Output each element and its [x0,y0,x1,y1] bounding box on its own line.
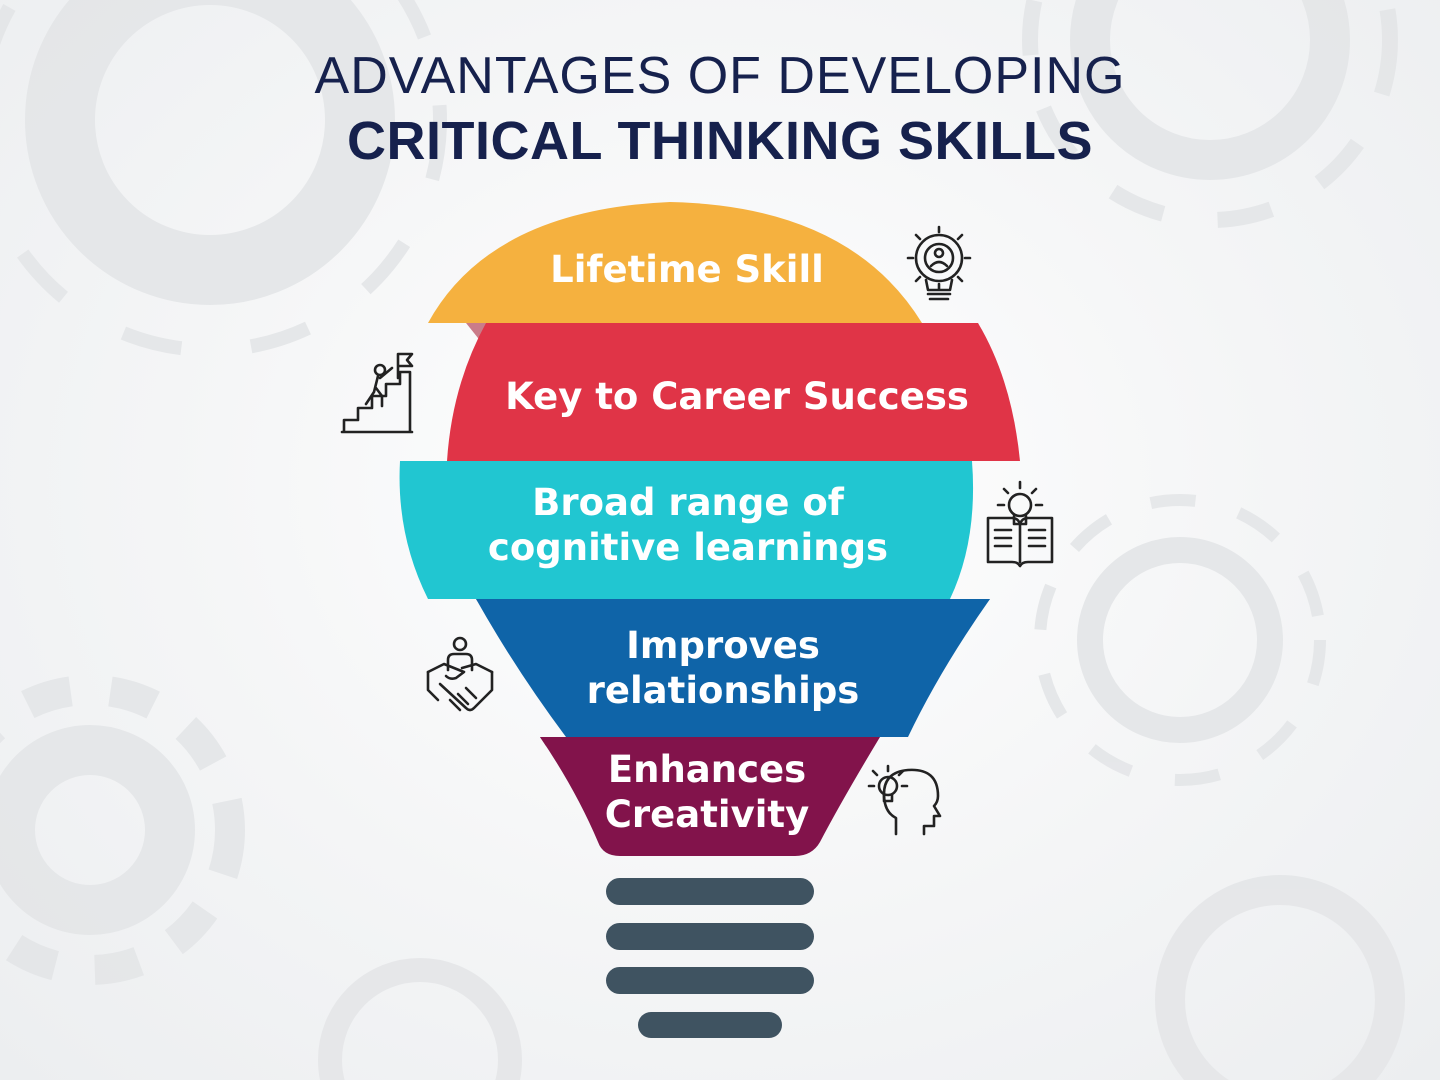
base-bar [606,923,814,950]
gear-icon [318,958,522,1080]
climbing-stairs-flag-icon [340,352,414,434]
gear-icon [1022,0,1398,228]
band-label-improves-relationships: Improves relationships [586,624,860,713]
head-lightbulb-icon [867,764,942,836]
handshake-icon [426,636,494,712]
band-label-key-to-career-success: Key to Career Success [505,375,969,418]
base-bar [638,1012,782,1038]
book-lightbulb-icon [986,480,1054,568]
bulb-base [606,878,814,1038]
gear-icon [0,0,447,357]
base-bar [606,967,814,994]
background-gears [0,0,1405,1080]
title-line1: ADVANTAGES OF DEVELOPING [314,47,1126,105]
band-label-enhances-creativity: Enhances Creativity [604,748,810,837]
band-label-lifetime-skill: Lifetime Skill [550,248,824,291]
band-broad-range-of-cognitive-learnings [399,461,974,599]
gear-icon [1155,875,1405,1080]
band-label-broad-range-of-cognitive-learnings: Broad range of cognitive learnings [487,481,889,570]
gear-lightbulb-icon [906,225,972,301]
title-line2: CRITICAL THINKING SKILLS [347,111,1093,171]
gear-icon [1034,494,1326,786]
base-bar [606,878,814,905]
band-key-to-career-success [447,323,1020,461]
gear-icon [0,675,245,985]
band-lifetime-skill [428,202,922,323]
band-improves-relationships [476,599,990,737]
band-enhances-creativity [540,737,880,856]
